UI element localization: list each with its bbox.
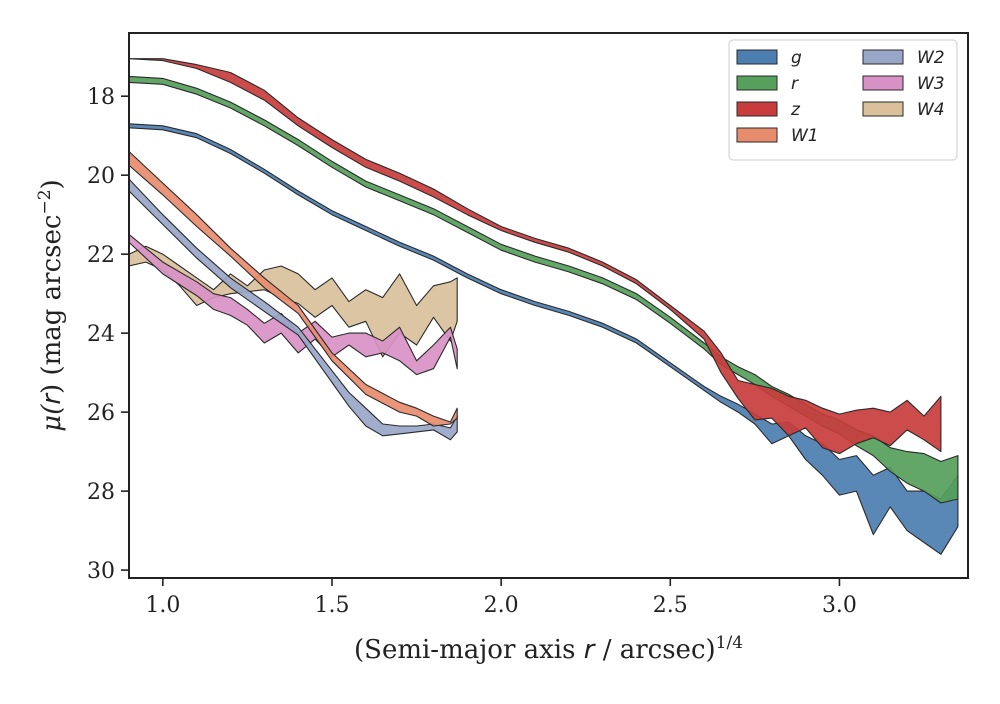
legend-swatch-w4 [862,101,904,117]
legend-label-r: r [791,74,799,94]
x-tick-label: 1.5 [314,593,349,618]
legend-label-w2: W2 [917,48,945,68]
legend-label-w4: W4 [917,100,945,120]
y-tick-label: 22 [87,243,115,268]
legend-box [728,39,958,161]
legend-swatch-w3 [862,75,904,91]
bands-layer [129,58,959,555]
legend-label-w3: W3 [917,74,945,94]
legend-swatch-z [736,101,778,117]
legend-label-z: z [790,100,801,120]
x-tick-label: 3.0 [822,593,857,618]
y-tick-label: 30 [87,559,115,584]
y-axis-label: μ(r) (mag arcsec−2) [35,179,67,431]
band-r [129,75,959,504]
legend-swatch-w2 [862,49,904,65]
band-w2 [129,178,458,441]
y-tick-label: 20 [87,164,115,189]
x-axis-label: (Semi-major axis r / arcsec)1/4 [354,633,743,665]
x-tick-label: 1.0 [145,593,180,618]
band-g [129,123,959,555]
legend-swatch-r [736,75,778,91]
x-axis-ticks: 1.0 1.5 2.0 2.5 3.0 [145,578,857,618]
y-tick-label: 28 [87,480,115,505]
legend-label-w1: W1 [791,126,819,146]
plot-frame [128,32,969,579]
legend-swatch-w1 [736,127,778,143]
legend: grz W1 W2 W3 W4 [728,39,958,161]
band-w3 [129,233,458,376]
legend-label-g: g [791,48,802,68]
y-tick-label: 18 [87,85,115,110]
y-tick-label: 26 [87,401,115,426]
x-tick-label: 2.0 [484,593,519,618]
band-w1 [129,150,458,427]
y-tick-label: 24 [87,322,115,347]
legend-swatch-g [736,49,778,65]
y-axis-ticks: 18 20 22 24 26 28 30 [87,85,129,584]
x-tick-label: 2.5 [653,593,688,618]
band-z [129,58,942,455]
